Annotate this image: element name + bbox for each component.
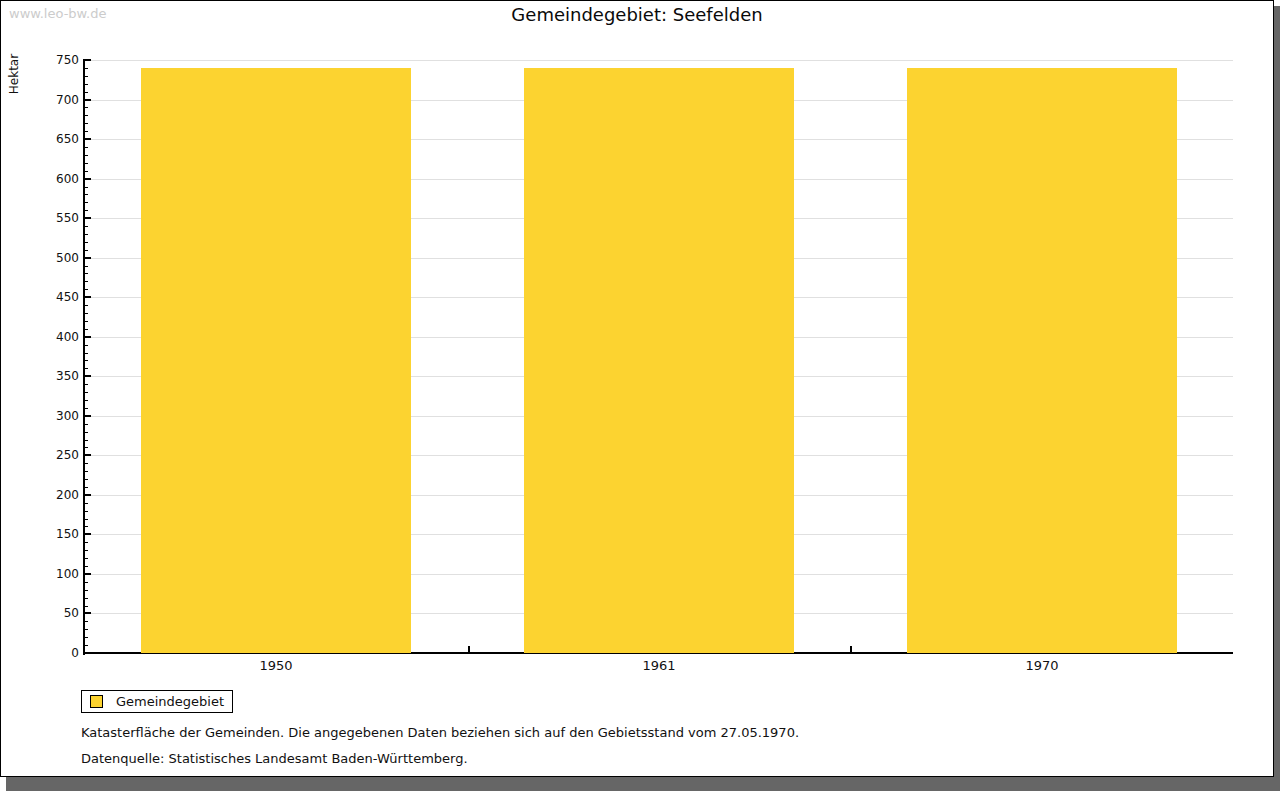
- y-tick-label: 50: [19, 606, 79, 620]
- chart-frame: www.leo-bw.de Gemeindegebiet: Seefelden …: [0, 0, 1274, 777]
- x-tick-label: 1961: [599, 658, 719, 673]
- y-tick-label: 650: [19, 132, 79, 146]
- y-tick-label: 150: [19, 527, 79, 541]
- plot-area: 0 50 100 150 200 250 300 350 400 450 500 550 600 650 7…: [1, 1, 1273, 776]
- x-boundary-tick: [850, 646, 852, 652]
- y-tick-label: 100: [19, 567, 79, 581]
- y-tick-label: 600: [19, 172, 79, 186]
- x-tick-label: 1970: [982, 658, 1102, 673]
- bar-1950: [141, 68, 411, 653]
- y-tick-label: 0: [19, 646, 79, 660]
- y-tick-label: 400: [19, 330, 79, 344]
- y-tick-label: 550: [19, 211, 79, 225]
- y-tick-label: 300: [19, 409, 79, 423]
- y-tick-label: 250: [19, 448, 79, 462]
- legend-label: Gemeindegebiet: [116, 694, 224, 709]
- x-boundary-tick: [468, 646, 470, 652]
- y-gridline: [85, 60, 1233, 61]
- legend: Gemeindegebiet: [81, 690, 233, 713]
- chart-image: www.leo-bw.de Gemeindegebiet: Seefelden …: [0, 0, 1280, 791]
- x-tick-label: 1950: [216, 658, 336, 673]
- bar-1961: [524, 68, 794, 653]
- footnote-source-note: Katasterfläche der Gemeinden. Die angege…: [81, 725, 799, 740]
- y-tick-label: 450: [19, 290, 79, 304]
- y-tick-label: 700: [19, 93, 79, 107]
- legend-color-swatch: [90, 695, 103, 708]
- y-tick-label: 750: [19, 53, 79, 67]
- bar-1970: [907, 68, 1177, 653]
- y-tick-label: 200: [19, 488, 79, 502]
- footnote-data-source: Datenquelle: Statistisches Landesamt Bad…: [81, 751, 468, 766]
- y-axis-line: [83, 60, 85, 655]
- y-tick-label: 500: [19, 251, 79, 265]
- y-tick-label: 350: [19, 369, 79, 383]
